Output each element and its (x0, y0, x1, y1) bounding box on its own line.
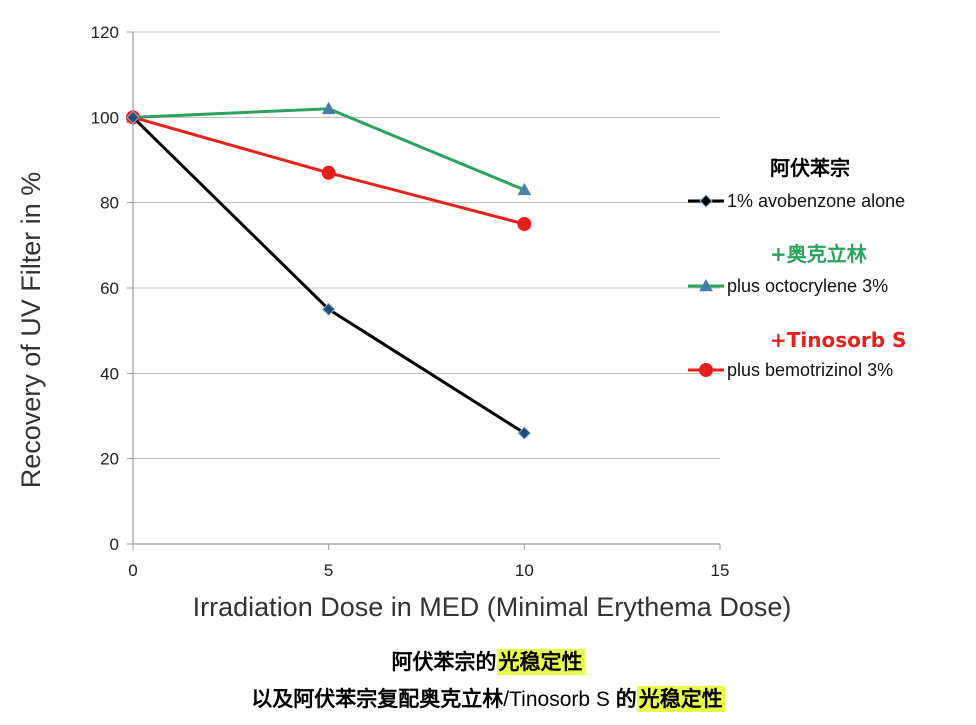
annotations: 阿伏苯宗 +奥克立林 +Tinosorb S (770, 156, 906, 352)
data-point (517, 426, 532, 440)
x-axis-title: Irradiation Dose in MED (Minimal Erythem… (193, 592, 792, 622)
caption-line-2: 以及阿伏苯宗复配奥克立林/Tinosorb S 的光稳定性 (0, 683, 976, 713)
x-tick-label: 0 (128, 561, 137, 580)
data-point (517, 182, 532, 196)
legend-entry: 1% avobenzone alone (688, 191, 905, 211)
y-tick-label: 0 (110, 535, 119, 554)
annotation-label: 阿伏苯宗 (770, 156, 850, 180)
legend-swatch-marker (699, 194, 713, 208)
legend-entry: plus octocrylene 3% (688, 276, 888, 296)
series-1 (126, 101, 532, 196)
y-axis-title: Recovery of UV Filter in % (16, 172, 46, 489)
legend-label: plus octocrylene 3% (727, 276, 888, 296)
data-point (321, 302, 336, 317)
y-tick-label: 100 (91, 108, 119, 127)
x-tick-label: 5 (324, 561, 333, 580)
caption-line-1: 阿伏苯宗的光稳定性 (0, 646, 976, 676)
caption-line-2-plain: /Tinosorb S (503, 688, 616, 711)
caption-line-2-highlight: 光稳定性 (636, 686, 725, 712)
annotation-label: +Tinosorb S (770, 328, 906, 352)
series-layer (126, 101, 532, 440)
data-point (517, 217, 532, 231)
caption-line-2-mid: 的 (615, 687, 637, 711)
y-tick-label: 60 (100, 279, 119, 298)
x-tick-label: 15 (711, 561, 730, 580)
x-tick-label: 10 (515, 561, 534, 580)
caption-line-1-prefix: 阿伏苯宗的 (391, 650, 497, 674)
y-tick-label: 40 (100, 364, 119, 383)
data-point (126, 110, 140, 125)
y-tick-label: 80 (100, 194, 119, 213)
annotation-label: +奥克立林 (770, 242, 867, 266)
y-tick-label: 120 (91, 23, 119, 42)
caption-line-1-highlight: 光稳定性 (496, 649, 585, 675)
legend-swatch-marker (699, 278, 713, 292)
data-point (321, 101, 336, 115)
y-tick-label: 20 (100, 450, 119, 469)
grid-lines (133, 31, 720, 460)
axes: 0 20 40 60 80 100 120 0 5 10 15 (91, 23, 730, 580)
caption-line-2-prefix: 以及阿伏苯宗复配奥克立林 (251, 687, 504, 711)
legend-label: plus bemotrizinol 3% (727, 360, 893, 380)
legend-entry: plus bemotrizinol 3% (688, 360, 893, 380)
legend-swatch-marker (699, 363, 713, 377)
legend-label: 1% avobenzone alone (727, 191, 905, 211)
legend: 1% avobenzone alone plus octocrylene 3% pl… (688, 191, 905, 380)
data-point (321, 165, 336, 180)
series-0 (126, 110, 532, 440)
